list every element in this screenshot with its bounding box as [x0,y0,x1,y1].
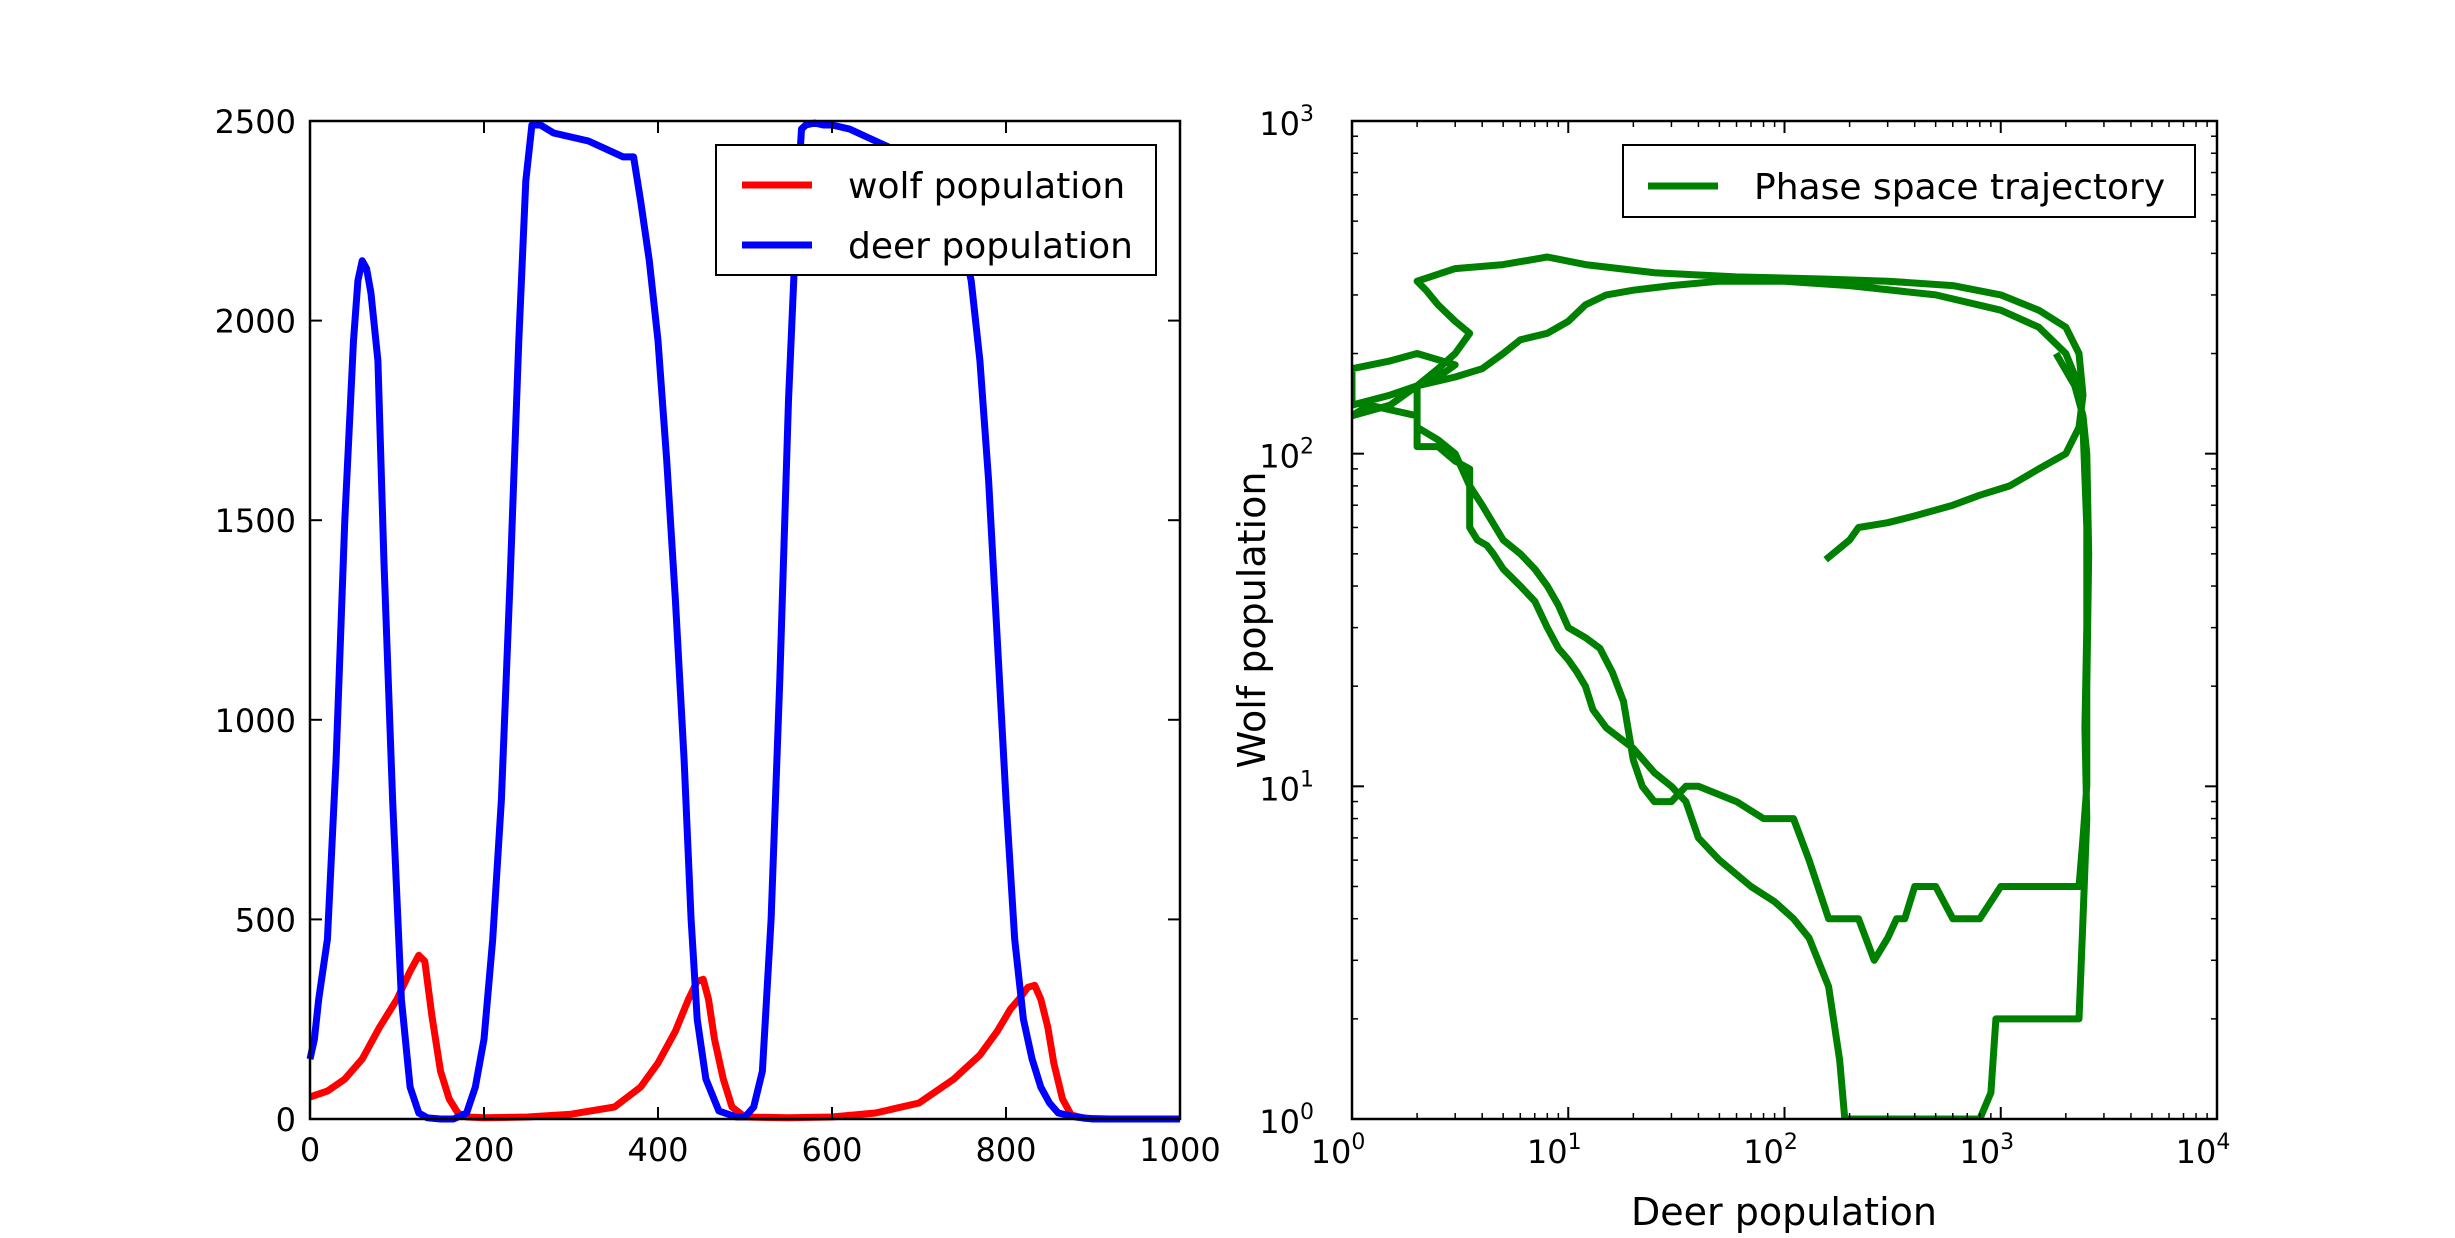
x-tick-label: 0 [300,1131,320,1169]
population-time-series-chart: 0 200 400 600 800 1000 0 500 1000 1500 2000 2500 wo… [215,103,1221,1169]
x-tick-label: 104 [2176,1130,2231,1171]
x-tick-label: 800 [975,1131,1036,1169]
x-tick-label: 103 [1959,1130,2014,1171]
legend-box [715,144,1157,276]
x-tick-label: 101 [1527,1130,1582,1171]
y-tick-label: 102 [1259,435,1314,476]
y-tick-label: 0 [276,1101,296,1139]
y-tick-label: 103 [1259,102,1314,143]
phase-space-chart: 100 101 102 103 104 100 101 102 103 Phase space … [1230,102,2230,1234]
right-x-axis-label: Deer population [1631,1190,1937,1234]
left-plot-frame [308,119,1182,1121]
y-tick-label: 2000 [215,303,296,341]
left-chart-legend: wolf population deer population [715,144,1157,276]
y-tick-label: 101 [1259,767,1314,808]
y-tick-label: 2500 [215,103,296,141]
left-chart-lines [306,119,1180,1123]
x-tick-label: 600 [801,1131,862,1169]
series-line-deer [306,119,1180,1123]
right-chart-legend: Phase space trajectory [1622,144,2196,218]
legend-label-phase: Phase space trajectory [1754,167,2165,208]
series-line-wolf [308,951,1180,1123]
left-chart-ticks: 0 200 400 600 800 1000 0 500 1000 1500 2000 2500 [215,103,1221,1169]
y-tick-label: 1500 [215,502,296,540]
legend-box [1622,144,2196,218]
x-tick-label: 100 [1311,1130,1366,1171]
y-tick-label: 1000 [215,702,296,740]
legend-label-wolf: wolf population [848,166,1125,207]
y-tick-label: 500 [235,901,296,939]
x-tick-label: 1000 [1139,1131,1220,1169]
right-y-axis-label: Wolf population [1230,472,1274,769]
x-tick-label: 200 [453,1131,514,1169]
legend-label-deer: deer population [848,226,1133,267]
right-chart-ticks: 100 101 102 103 104 100 101 102 103 [1259,102,2230,1171]
x-tick-label: 400 [627,1131,688,1169]
series-line-phase [1352,253,2093,1119]
y-tick-label: 100 [1259,1100,1314,1141]
right-chart-lines [1352,253,2093,1119]
x-tick-label: 102 [1743,1130,1798,1171]
